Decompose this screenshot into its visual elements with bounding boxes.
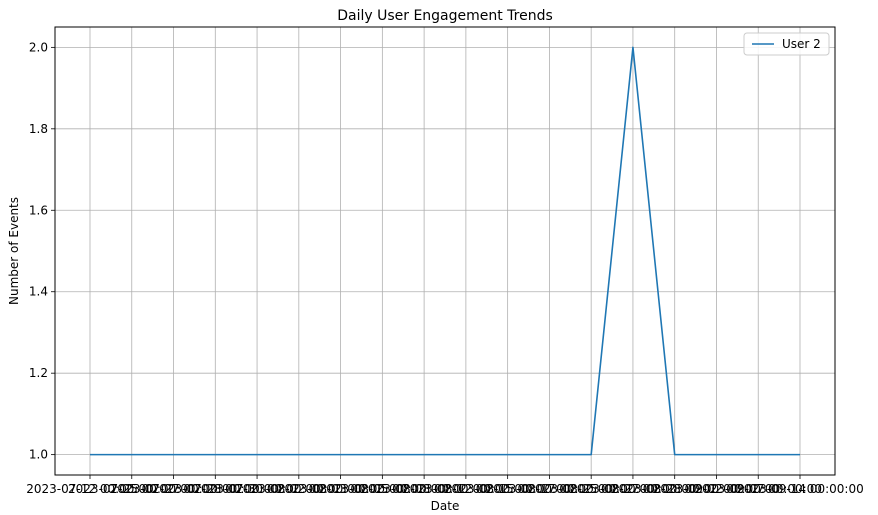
x-tick-label: 2023-07-12 00:00:00 xyxy=(26,482,153,496)
y-tick-label: 1.6 xyxy=(29,203,48,217)
y-tick-label: 1.4 xyxy=(29,285,48,299)
x-axis-label: Date xyxy=(431,499,460,513)
y-tick-label: 1.2 xyxy=(29,366,48,380)
x-tick-label: 2023-07-25 00:00:00 xyxy=(68,482,195,496)
legend-box xyxy=(743,32,830,56)
chart-title: Daily User Engagement Trends xyxy=(337,8,553,24)
x-tick-label: 2023-08-17 00:00:00 xyxy=(486,482,613,496)
y-axis-label: Number of Events xyxy=(7,197,21,305)
x-tick-label: 2023-09-14 00:00:00 xyxy=(736,482,863,496)
y-tick-label: 1.0 xyxy=(29,448,48,462)
legend: User 2 xyxy=(743,32,830,56)
series-layer xyxy=(90,46,800,456)
x-tick-label: 2023-08-05 00:00:00 xyxy=(319,482,446,496)
series-line xyxy=(90,46,800,456)
grid-layer xyxy=(55,27,835,475)
x-tick-label: 2023-08-25 00:00:00 xyxy=(527,482,654,496)
x-tick-label: 2023-08-28 00:00:00 xyxy=(611,482,738,496)
x-tick-label: 2023-09-02 00:00:00 xyxy=(653,482,780,496)
plot-frame xyxy=(54,26,836,476)
x-tick-label: 2023-08-02 00:00:00 xyxy=(235,482,362,496)
x-tick-label: 2023-08-12 00:00:00 xyxy=(402,482,529,496)
y-tick-label: 2.0 xyxy=(29,40,48,54)
x-tick-label: 2023-07-30 00:00:00 xyxy=(193,482,320,496)
x-tick-label: 2023-08-27 00:00:00 xyxy=(569,482,696,496)
y-tick-label: 1.8 xyxy=(29,122,48,136)
x-tick-label: 2023-08-15 00:00:00 xyxy=(444,482,571,496)
legend-label: User 2 xyxy=(782,37,821,51)
x-tick-label: 2023-07-28 00:00:00 xyxy=(152,482,279,496)
x-tick-label: 2023-08-03 00:00:00 xyxy=(277,482,404,496)
x-tick-label: 2023-07-27 00:00:00 xyxy=(110,482,237,496)
x-tick-label: 2023-09-07 00:00:00 xyxy=(695,482,822,496)
x-tick-label: 2023-08-08 00:00:00 xyxy=(360,482,487,496)
